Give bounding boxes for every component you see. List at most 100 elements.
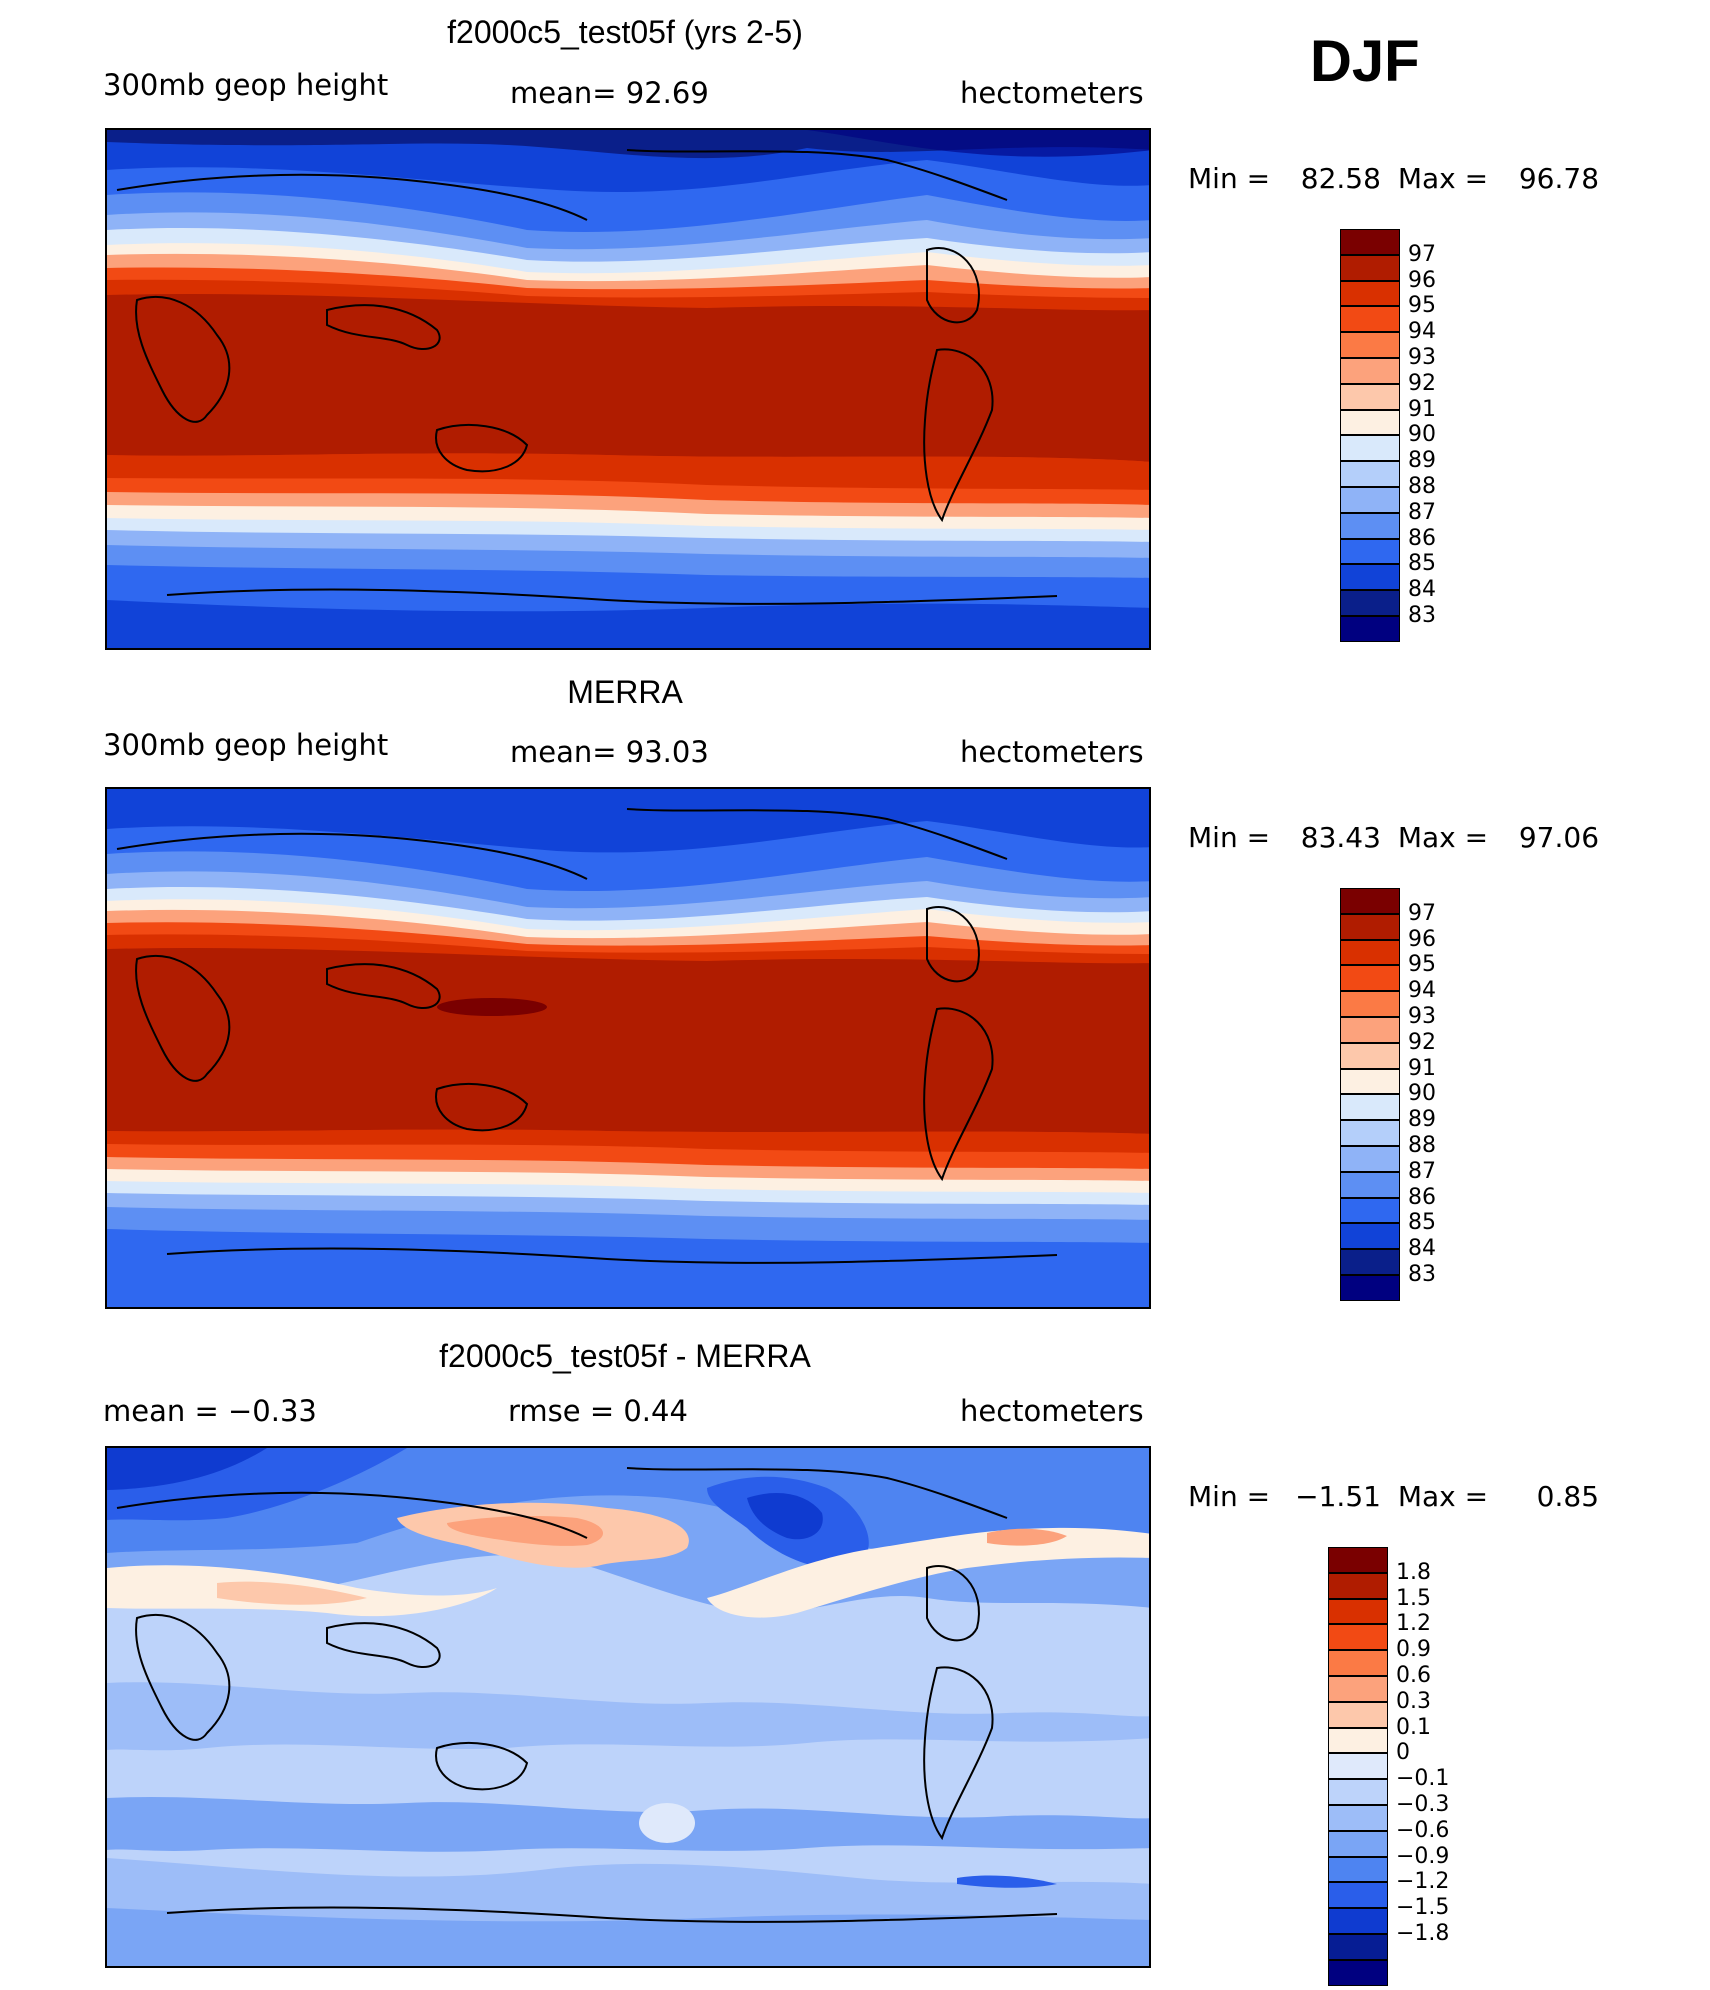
panel-3-colorbar-level: −0.9 — [1396, 1843, 1450, 1869]
panel-2-colorbar-box — [1340, 1146, 1400, 1172]
panel-3-colorbar-level: 0.1 — [1396, 1714, 1431, 1740]
season-label: DJF — [1310, 29, 1420, 94]
panel-1-colorbar-box — [1340, 487, 1400, 513]
panel-1-min-label: Min = — [1188, 162, 1271, 195]
panel-1-colorbar-level: 92 — [1408, 370, 1436, 396]
panel-2-colorbar-level: 90 — [1408, 1081, 1436, 1107]
panel-1-colorbar-box — [1340, 254, 1400, 281]
panel-3-colorbar-level: −1.8 — [1396, 1921, 1450, 1946]
panel-2-map-svg — [107, 789, 1149, 1307]
panel-2-min-value: 83.43 — [1300, 821, 1381, 854]
panel-2-colorbar-level: 83 — [1408, 1262, 1436, 1287]
panel-3-coastlines — [116, 1467, 1058, 1923]
panel-3-max-label: Max = — [1397, 1480, 1489, 1513]
panel-1-colorbar-level: 85 — [1408, 551, 1436, 577]
panel-2-colorbar-level: 91 — [1408, 1055, 1436, 1081]
panel-2-map — [105, 787, 1151, 1309]
panel-1-colorbar-level: 89 — [1408, 448, 1436, 474]
panel-2-colorbar: 97 96 95 94 93 92 91 90 89 88 87 86 85 84 83 — [1340, 888, 1480, 1305]
panel-1-colorbar-box — [1340, 358, 1400, 384]
panel-3-colorbar-box — [1328, 1934, 1388, 1960]
panel-2-colorbar-box — [1340, 1042, 1400, 1069]
panel-2-colorbar-level: 97 — [1408, 900, 1436, 926]
panel-1-max-value: 96.78 — [1518, 162, 1600, 195]
panel-2-colorbar-level: 96 — [1408, 926, 1436, 952]
panel-2-colorbar-box — [1340, 913, 1400, 940]
panel-1-colorbar-box — [1340, 306, 1400, 333]
panel-1-colorbar-level: 91 — [1408, 396, 1436, 422]
panel-3-colorbar-level: 1.5 — [1396, 1585, 1431, 1611]
panel-1-colorbar-level: 86 — [1408, 525, 1436, 551]
panel-3-colorbar-level: 0.6 — [1396, 1663, 1431, 1688]
panel-3-colorbar-level: −0.3 — [1396, 1792, 1450, 1817]
panel-1-colorbar-box — [1340, 409, 1400, 436]
panel-1-map-svg — [107, 130, 1149, 648]
panel-2-mean-label: mean= 93.03 — [510, 735, 709, 769]
panel-2-colorbar-level: 89 — [1408, 1107, 1436, 1133]
panel-3-colorbar-box — [1328, 1805, 1388, 1831]
panel-1-colorbar-box — [1340, 512, 1400, 539]
panel-3-colorbar-level: 1.8 — [1396, 1559, 1431, 1585]
panel-1-units-label: hectometers — [960, 76, 1144, 110]
panel-2-colorbar-level: 92 — [1408, 1029, 1436, 1055]
panel-3-colorbar-box — [1328, 1830, 1388, 1857]
panel-1-colorbar-level: 95 — [1408, 293, 1436, 319]
panel-1-colorbar-level: 83 — [1408, 603, 1436, 628]
panel-1-colorbar-box — [1340, 616, 1400, 642]
panel-2-colorbar-box — [1340, 1197, 1400, 1224]
panel-1-colorbar-box — [1340, 383, 1400, 410]
panel-1-colorbar-level: 84 — [1408, 577, 1436, 603]
panel-2-colorbar-box — [1340, 939, 1400, 966]
panel-1-map — [105, 128, 1151, 650]
panel-3-colorbar-box — [1328, 1598, 1388, 1625]
panel-3-min-label: Min = — [1188, 1480, 1271, 1513]
panel-2-colorbar-level: 95 — [1408, 952, 1436, 978]
panel-2-colorbar-box — [1340, 1249, 1400, 1275]
panel-2-variable-label: 300mb geop height — [103, 728, 389, 762]
panel-1-colorbar-level: 87 — [1408, 499, 1436, 525]
panel-1-colorbar-box — [1340, 461, 1400, 487]
panel-3-colorbar-level: 0 — [1396, 1740, 1410, 1766]
panel-2-colorbar-level: 87 — [1408, 1158, 1436, 1184]
panel-1-mean-label: mean= 92.69 — [510, 76, 709, 110]
panel-1-colorbar-level: 97 — [1408, 241, 1436, 267]
panel-2-colorbar-level: 85 — [1408, 1210, 1436, 1236]
panel-3-colorbar-box — [1328, 1547, 1388, 1573]
panel-2-colorbar-level: 84 — [1408, 1236, 1436, 1262]
panel-2-units-label: hectometers — [960, 735, 1144, 769]
panel-2-max-label: Max = — [1397, 821, 1489, 854]
panel-3-colorbar-level: 1.2 — [1396, 1611, 1431, 1637]
panel-1-title: f2000c5_test05f (yrs 2-5) — [447, 14, 803, 50]
panel-3-colorbar-level: −0.6 — [1396, 1817, 1450, 1843]
panel-3-map — [105, 1446, 1151, 1968]
panel-3-map-svg — [107, 1448, 1149, 1966]
panel-3-mean-label: mean = −0.33 — [103, 1394, 317, 1428]
panel-1-colorbar-level: 88 — [1408, 474, 1436, 499]
panel-2-colorbar-box — [1340, 1223, 1400, 1250]
panel-3-colorbar-box — [1328, 1650, 1388, 1676]
panel-1-colorbar-level: 94 — [1408, 319, 1436, 345]
panel-3-colorbar-box — [1328, 1959, 1388, 1986]
panel-1-max-label: Max = — [1397, 162, 1489, 195]
panel-3-colorbar-box — [1328, 1882, 1388, 1909]
panel-3-colorbar-box — [1328, 1701, 1388, 1728]
panel-2-colorbar-level: 93 — [1408, 1004, 1436, 1029]
panel-1-coastlines — [116, 149, 1058, 605]
panel-2-max-value: 97.06 — [1518, 821, 1600, 854]
panel-2-colorbar-level: 88 — [1408, 1133, 1436, 1158]
panel-3-colorbar-level: −1.2 — [1396, 1869, 1450, 1895]
panel-2-colorbar-box — [1340, 1017, 1400, 1043]
panel-2-colorbar-box — [1340, 1094, 1400, 1121]
panel-3-colorbar-box — [1328, 1624, 1388, 1651]
panel-2-colorbar-box — [1340, 1171, 1400, 1198]
panel-1-colorbar-box — [1340, 590, 1400, 616]
panel-1-colorbar-level: 90 — [1408, 422, 1436, 448]
panel-2-colorbar-box — [1340, 991, 1400, 1017]
panel-1-colorbar-level: 93 — [1408, 345, 1436, 370]
panel-3-colorbar-box — [1328, 1572, 1388, 1599]
panel-3-colorbar-box — [1328, 1856, 1388, 1883]
panel-1-colorbar-level: 96 — [1408, 267, 1436, 293]
panel-2-colorbar-box — [1340, 1120, 1400, 1146]
panel-3-min-value: −1.51 — [1295, 1480, 1381, 1513]
panel-2-title: MERRA — [567, 674, 683, 710]
